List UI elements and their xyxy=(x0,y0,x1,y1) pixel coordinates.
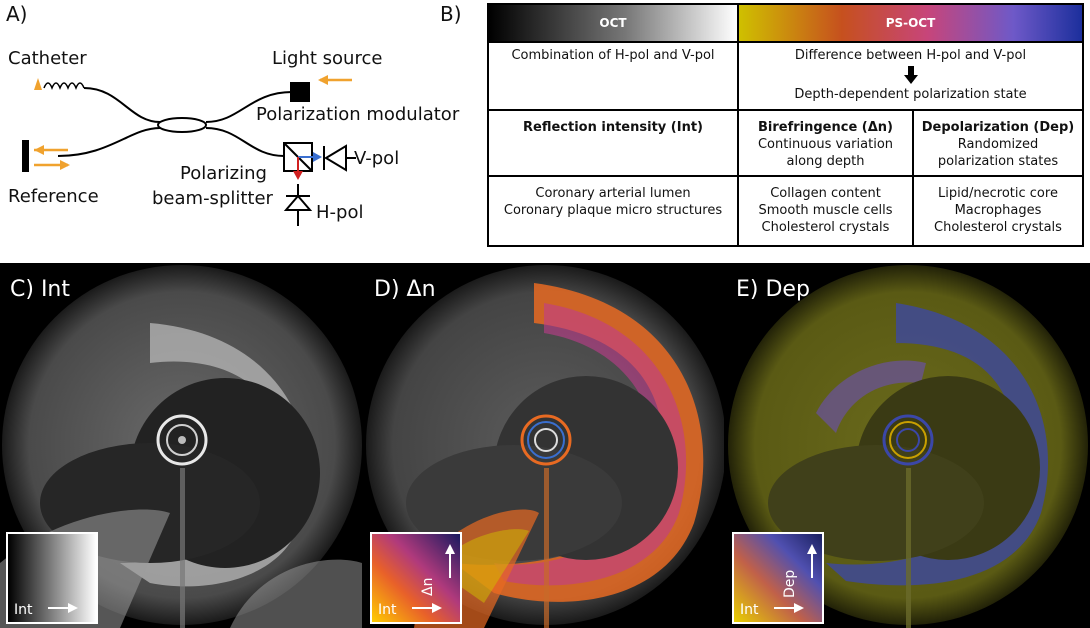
psoct-description-cell: Difference between H-pol and V-pol Depth… xyxy=(739,47,1082,103)
depolarization-title: Depolarization (Dep) xyxy=(921,120,1075,135)
reference-arrow-right-icon xyxy=(60,160,70,170)
bir-app-line3: Cholesterol crystals xyxy=(761,220,890,235)
source-arrow-icon xyxy=(318,75,328,85)
dep-app-line1: Lipid/necrotic core xyxy=(938,186,1058,201)
oct-description-cell: Combination of H-pol and V-pol xyxy=(489,47,737,64)
dep-app-line3: Cholesterol crystals xyxy=(934,220,1062,235)
oct-description: Combination of H-pol and V-pol xyxy=(511,48,715,63)
depolarization-colormap: Int Dep xyxy=(732,532,824,624)
panel-c-intensity-image: C) Int Int xyxy=(0,263,362,628)
catheter-tip-icon xyxy=(34,78,42,90)
bir-app-line2: Smooth muscle cells xyxy=(758,203,893,218)
depolarization-x-axis-label: Int xyxy=(740,602,759,618)
psoct-description-line1: Difference between H-pol and V-pol xyxy=(794,48,1027,63)
int-app-line1: Coronary arterial lumen xyxy=(535,186,691,201)
depolarization-line1: Randomized xyxy=(957,137,1039,152)
reference-mirror xyxy=(22,140,29,172)
panel-e-depolarization-image: E) Dep Int Dep xyxy=(726,263,1090,628)
panel-c-label: C) Int xyxy=(10,277,70,302)
light-source-label: Light source xyxy=(272,48,383,69)
depolarization-x-arrow-icon xyxy=(774,603,804,613)
int-applications-cell: Coronary arterial lumen Coronary plaque … xyxy=(489,185,737,219)
reference-label: Reference xyxy=(8,186,99,207)
panel-e-label: E) Dep xyxy=(736,277,810,302)
detector-fiber xyxy=(205,127,285,157)
reference-arrow-left-icon xyxy=(34,145,44,155)
lower-image-panels: C) Int Int xyxy=(0,263,1090,628)
birefringence-cell: Birefringence (Δn) Continuous variation … xyxy=(739,119,912,170)
source-fiber xyxy=(205,91,293,123)
oct-header: OCT xyxy=(489,5,737,41)
psoct-header: PS-OCT xyxy=(739,5,1082,41)
catheter-coil xyxy=(43,82,85,91)
down-arrow-icon xyxy=(903,66,918,84)
birefringence-line2: along depth xyxy=(786,154,865,169)
birefringence-y-arrow-icon xyxy=(445,544,455,578)
birefringence-x-axis-label: Int xyxy=(378,602,397,618)
birefringence-title: Birefringence (Δn) xyxy=(758,120,893,135)
reference-fiber xyxy=(57,127,161,157)
polarization-modulator-label: Polarization modulator xyxy=(256,104,460,125)
vpol-label: V-pol xyxy=(354,148,400,169)
light-source-block xyxy=(290,82,310,102)
intensity-axis-label: Int xyxy=(14,602,33,618)
hpol-arrow-icon xyxy=(293,171,303,180)
int-title: Reflection intensity (Int) xyxy=(523,120,703,135)
catheter-fiber xyxy=(83,87,161,123)
vpol-arrow-icon xyxy=(313,152,322,162)
dep-app-line2: Macrophages xyxy=(954,203,1042,218)
panel-a-system-diagram: A) Cathete xyxy=(0,0,480,250)
intensity-arrow-icon xyxy=(48,603,78,613)
panel-d-label: D) Δn xyxy=(374,277,436,302)
fiber-optic-schematic xyxy=(22,75,356,226)
polarizing-label: Polarizing xyxy=(180,163,267,184)
panel-d-birefringence-image: D) Δn Int Δn xyxy=(364,263,724,628)
depolarization-y-axis-label: Dep xyxy=(782,569,798,598)
catheter-label: Catheter xyxy=(8,48,87,69)
vpol-detector-icon xyxy=(324,144,347,172)
hpol-label: H-pol xyxy=(316,202,364,223)
panel-b-comparison-table: OCT PS-OCT Combination of H-pol and V-po… xyxy=(487,3,1084,247)
beam-splitter-label: beam-splitter xyxy=(152,188,273,209)
birefringence-applications-cell: Collagen content Smooth muscle cells Cho… xyxy=(739,185,912,236)
birefringence-colormap: Int Δn xyxy=(370,532,462,624)
depolarization-cell: Depolarization (Dep) Randomized polariza… xyxy=(914,119,1082,170)
panel-b-label: B) xyxy=(440,2,462,26)
birefringence-y-axis-label: Δn xyxy=(420,577,436,596)
panel-a-label: A) xyxy=(6,2,28,26)
bir-app-line1: Collagen content xyxy=(770,186,881,201)
psoct-description-line2: Depth-dependent polarization state xyxy=(794,87,1027,102)
birefringence-x-arrow-icon xyxy=(412,603,442,613)
depolarization-applications-cell: Lipid/necrotic core Macrophages Choleste… xyxy=(914,185,1082,236)
int-title-cell: Reflection intensity (Int) xyxy=(489,119,737,136)
birefringence-line1: Continuous variation xyxy=(757,137,894,152)
depolarization-line2: polarization states xyxy=(937,154,1059,169)
hpol-detector-icon xyxy=(283,194,313,211)
fiber-coupler xyxy=(157,117,207,133)
intensity-colorbar: Int xyxy=(6,532,98,624)
int-app-line2: Coronary plaque micro structures xyxy=(503,203,723,218)
depolarization-y-arrow-icon xyxy=(807,544,817,578)
